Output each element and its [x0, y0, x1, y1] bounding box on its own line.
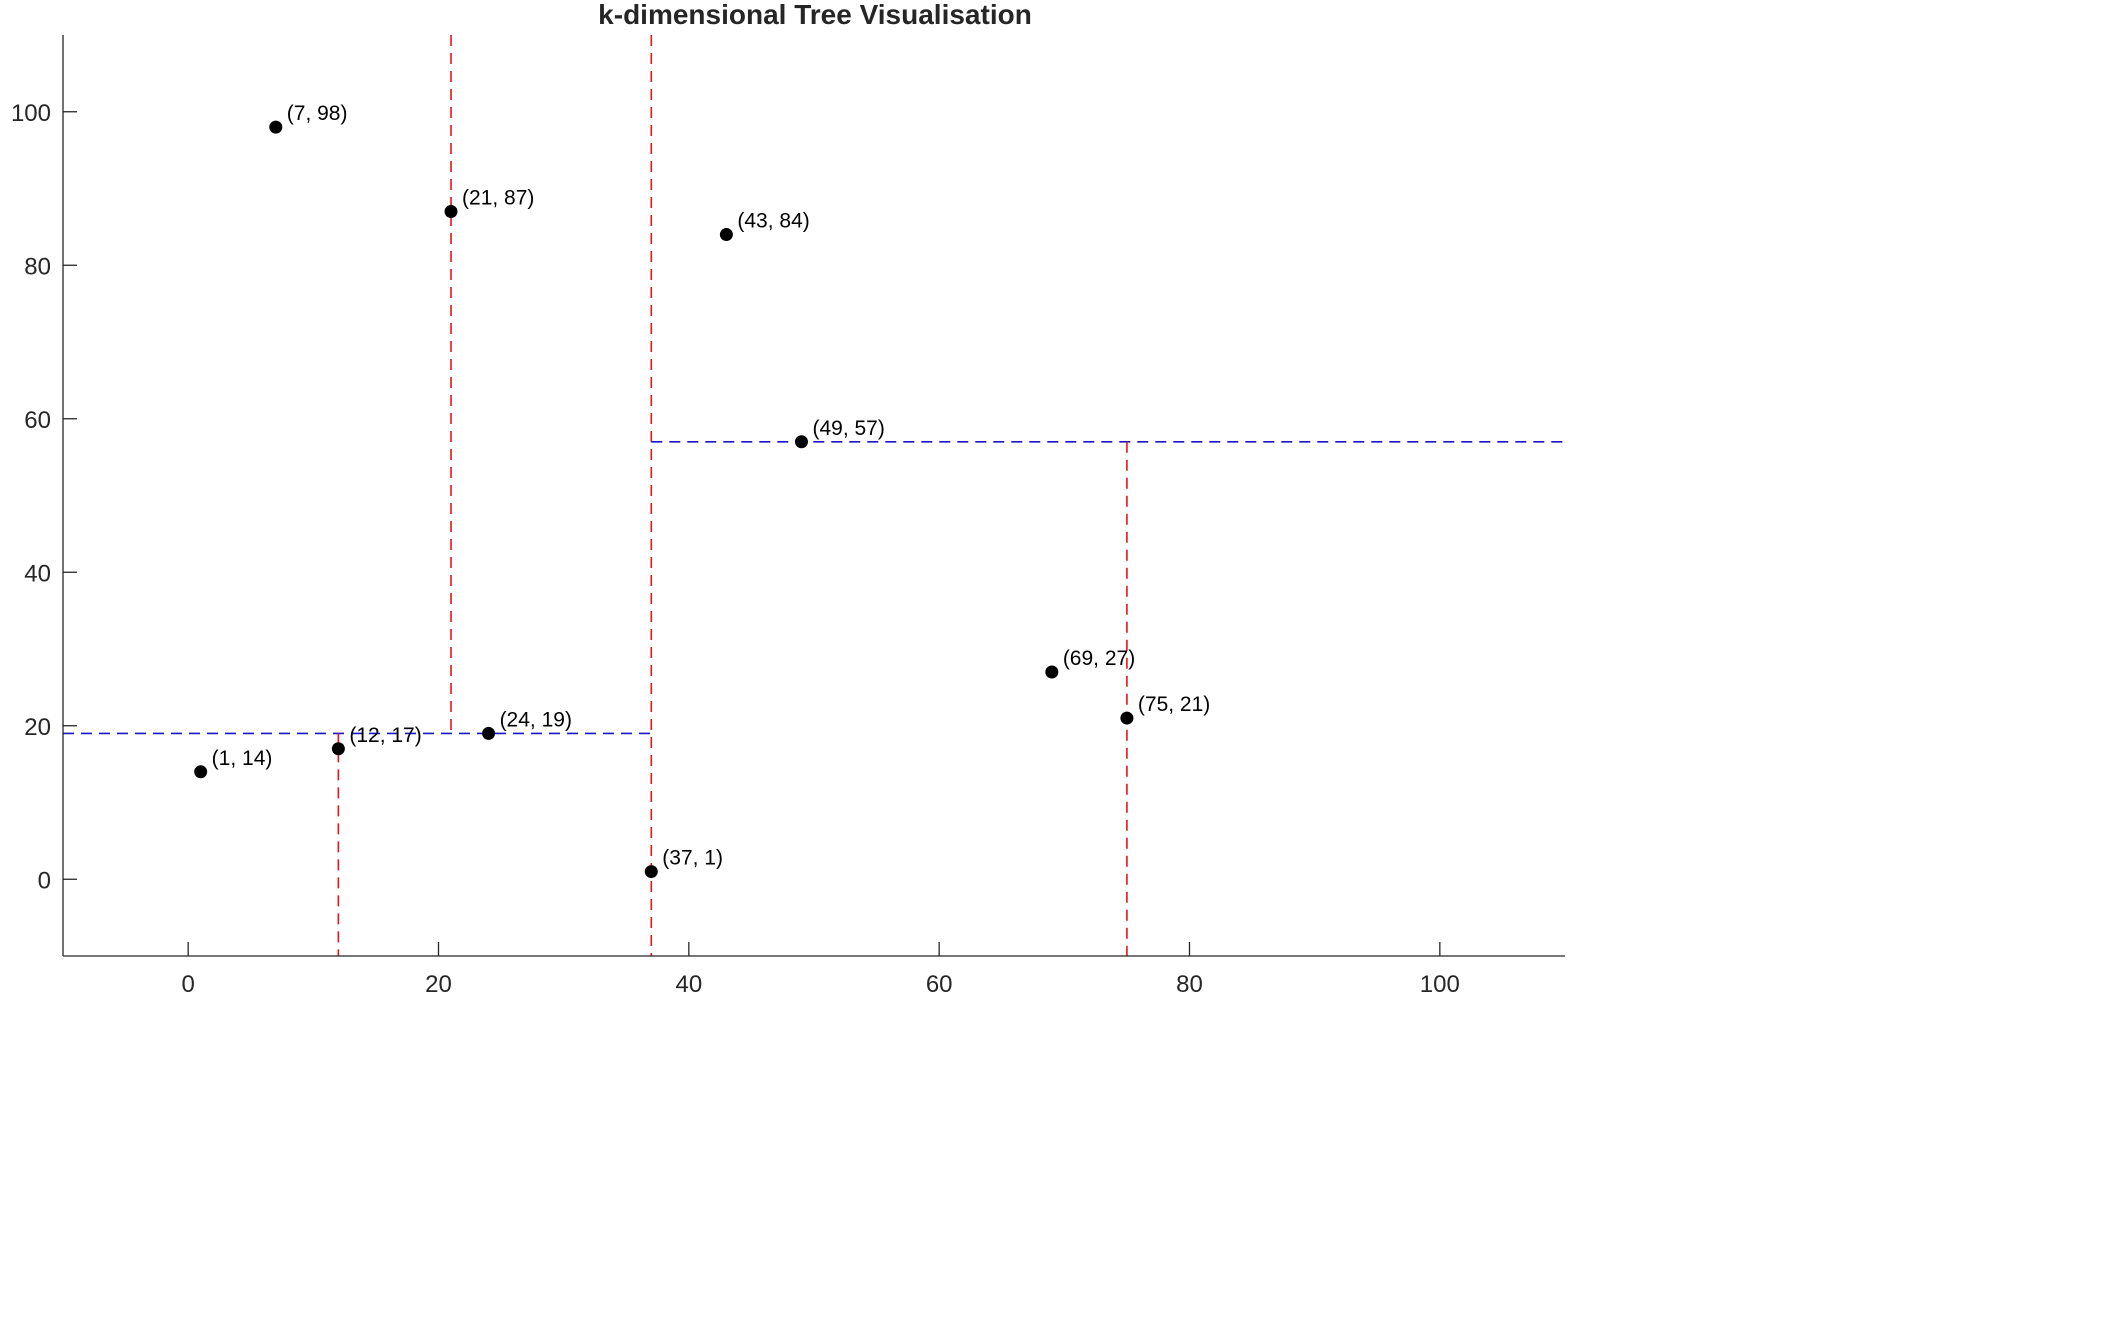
point-label: (37, 1): [662, 847, 723, 870]
kd-tree-chart: k-dimensional Tree Visualisation 0 20 40 60…: [0, 0, 1568, 1002]
point-label: (75, 21): [1138, 693, 1210, 716]
y-tick-label: 40: [24, 560, 51, 587]
x-tick-label: 80: [1176, 971, 1203, 998]
point-label: (21, 87): [462, 187, 534, 210]
y-tick-label: 60: [24, 407, 51, 434]
point-label: (7, 98): [287, 102, 348, 125]
x-tick-label: 100: [1420, 971, 1460, 998]
data-point: [482, 726, 496, 740]
y-tick-label: 100: [11, 100, 51, 127]
x-tick-label: 40: [675, 971, 702, 998]
data-point: [444, 205, 458, 219]
x-tick-label: 0: [181, 971, 194, 998]
point-label: (12, 17): [349, 724, 421, 747]
point-label: (24, 19): [500, 708, 572, 731]
x-tick-label: 20: [425, 971, 452, 998]
y-tick-label: 20: [24, 714, 51, 741]
point-label: (43, 84): [737, 210, 809, 233]
point-label: (1, 14): [212, 747, 273, 770]
y-tick-label: 80: [24, 253, 51, 280]
data-point: [269, 120, 283, 134]
data-point: [194, 765, 208, 779]
data-point: [331, 742, 345, 756]
data-point: [1045, 665, 1059, 679]
chart-title: k-dimensional Tree Visualisation: [598, 0, 1032, 30]
chart-background: [0, 0, 1568, 1002]
data-point: [1120, 711, 1134, 725]
x-tick-label: 60: [926, 971, 953, 998]
point-label: (49, 57): [812, 417, 884, 440]
data-point: [644, 865, 658, 879]
data-point: [794, 435, 808, 449]
data-points: (7, 98)(21, 87)(43, 84)(49, 57)(69, 27)(…: [194, 102, 1210, 879]
point-label: (69, 27): [1063, 647, 1135, 670]
y-tick-label: 0: [38, 867, 51, 894]
axes: 0 20 40 60 80 100 0 20 40 60 80 100: [11, 35, 1565, 998]
data-point: [719, 228, 733, 242]
